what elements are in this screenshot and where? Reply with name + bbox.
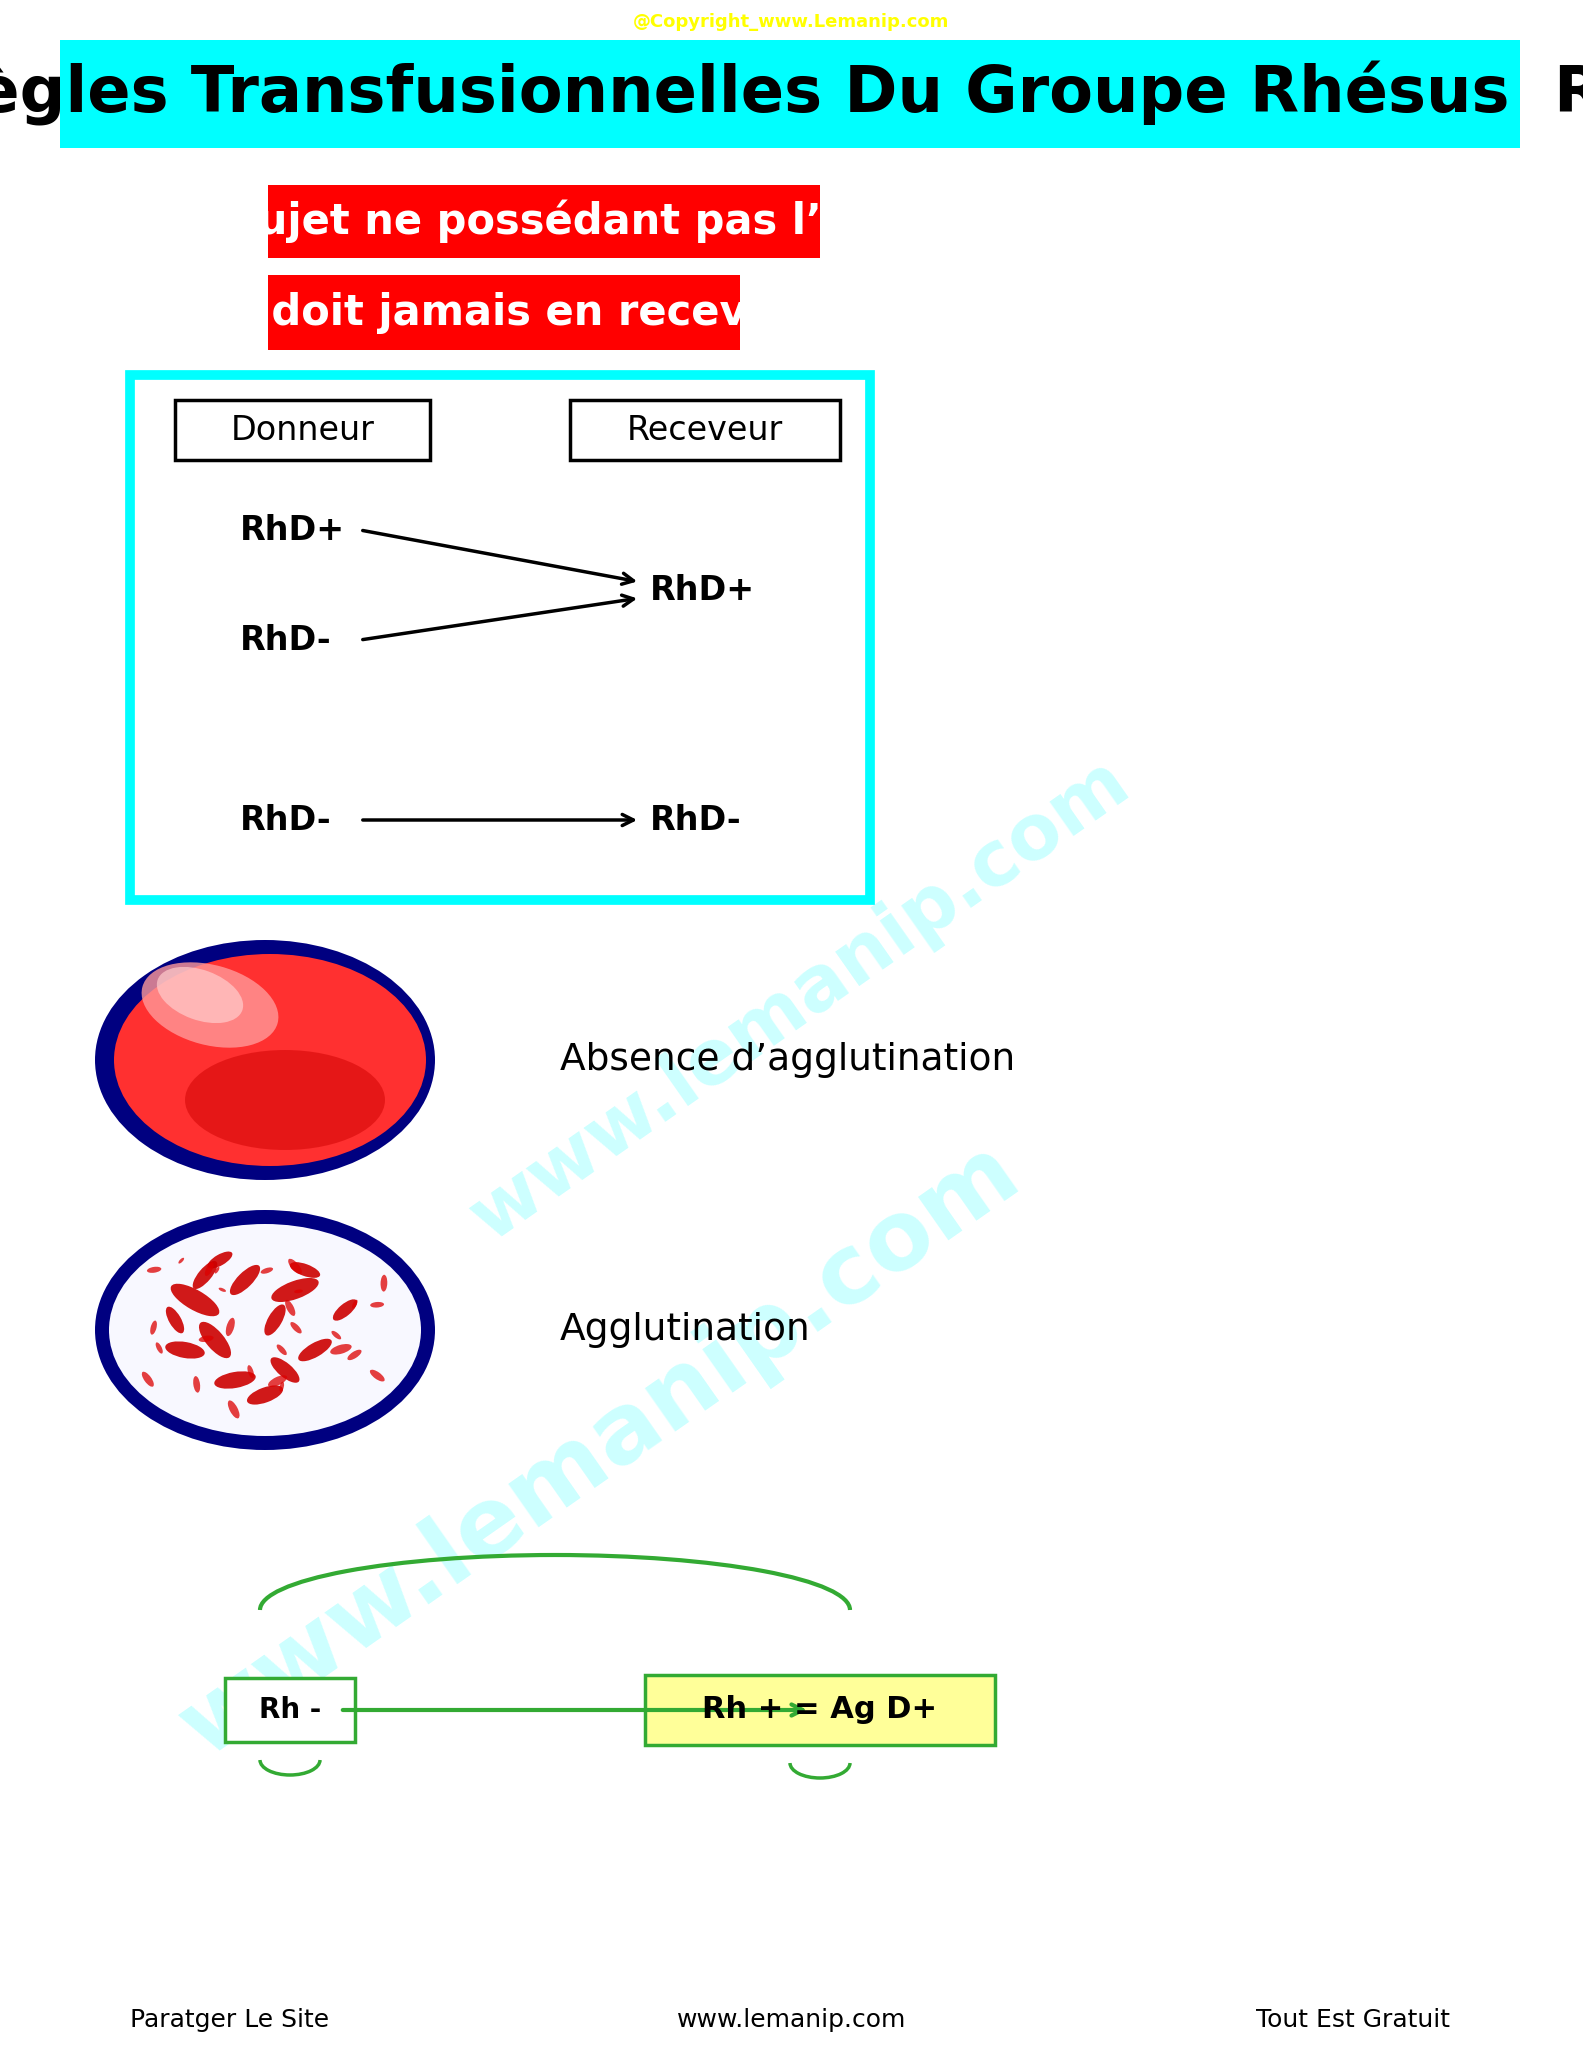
Text: RhD-: RhD- (651, 803, 741, 836)
Ellipse shape (214, 1372, 256, 1389)
Ellipse shape (171, 1284, 220, 1317)
Ellipse shape (165, 1341, 204, 1358)
Text: www.lemanip.com: www.lemanip.com (130, 502, 530, 799)
Ellipse shape (218, 1288, 226, 1292)
Text: Paratger Le Site: Paratger Le Site (130, 2007, 329, 2032)
Ellipse shape (290, 1323, 302, 1333)
Ellipse shape (331, 1331, 342, 1339)
Ellipse shape (347, 1350, 361, 1360)
Ellipse shape (230, 1266, 260, 1294)
Ellipse shape (109, 1225, 421, 1436)
Ellipse shape (207, 1251, 233, 1268)
Text: Un sujet ne possédant pas l’Ag D: Un sujet ne possédant pas l’Ag D (155, 201, 932, 244)
Ellipse shape (261, 1268, 274, 1274)
Text: Rh + = Ag D+: Rh + = Ag D+ (703, 1696, 937, 1724)
FancyBboxPatch shape (570, 399, 841, 461)
Ellipse shape (95, 940, 435, 1180)
Ellipse shape (290, 1262, 320, 1278)
Ellipse shape (264, 1305, 285, 1335)
Ellipse shape (142, 1372, 154, 1386)
Ellipse shape (277, 1343, 287, 1356)
Ellipse shape (114, 954, 426, 1165)
FancyBboxPatch shape (225, 1677, 355, 1743)
Ellipse shape (193, 1376, 199, 1393)
Ellipse shape (147, 1268, 161, 1274)
Text: www.lemanip.com: www.lemanip.com (678, 2007, 905, 2032)
Text: RhD+: RhD+ (651, 573, 755, 606)
Text: RhD-: RhD- (241, 803, 331, 836)
Text: Agglutination: Agglutination (560, 1313, 810, 1348)
Ellipse shape (247, 1366, 253, 1378)
Ellipse shape (279, 1382, 283, 1393)
Ellipse shape (155, 1341, 163, 1354)
Text: @Copyright_www.Lemanip.com: @Copyright_www.Lemanip.com (633, 12, 950, 31)
Ellipse shape (332, 1298, 358, 1321)
Ellipse shape (141, 963, 279, 1049)
Ellipse shape (215, 1268, 220, 1274)
Ellipse shape (271, 1278, 318, 1303)
Ellipse shape (247, 1384, 283, 1405)
Ellipse shape (193, 1262, 217, 1288)
FancyBboxPatch shape (644, 1675, 996, 1745)
Text: Tout Est Gratuit: Tout Est Gratuit (1255, 2007, 1450, 2032)
Ellipse shape (95, 1210, 435, 1450)
Ellipse shape (204, 1262, 214, 1276)
Ellipse shape (268, 1376, 287, 1386)
Text: www.lemanip.com: www.lemanip.com (457, 743, 1143, 1255)
Ellipse shape (294, 1290, 302, 1292)
Ellipse shape (199, 1321, 231, 1358)
FancyBboxPatch shape (130, 375, 871, 899)
Text: Rh -: Rh - (260, 1696, 321, 1724)
Text: RhD+: RhD+ (241, 514, 345, 547)
Text: ne doit jamais en recevoir: ne doit jamais en recevoir (198, 291, 809, 334)
Text: Receveur: Receveur (627, 414, 784, 446)
FancyBboxPatch shape (176, 399, 431, 461)
Ellipse shape (228, 1401, 239, 1419)
Ellipse shape (150, 1321, 157, 1335)
FancyBboxPatch shape (268, 184, 820, 258)
Text: RhD-: RhD- (241, 623, 331, 657)
Ellipse shape (331, 1343, 351, 1354)
FancyBboxPatch shape (60, 41, 1520, 147)
Ellipse shape (298, 1339, 332, 1362)
Ellipse shape (179, 1257, 184, 1264)
Ellipse shape (157, 967, 244, 1024)
Text: Règles Transfusionnelles Du Groupe Rhésus  RH: Règles Transfusionnelles Du Groupe Rhésu… (0, 61, 1583, 127)
Ellipse shape (199, 1335, 214, 1341)
Text: Donneur: Donneur (231, 414, 375, 446)
Ellipse shape (370, 1370, 385, 1382)
Text: Absence d’agglutination: Absence d’agglutination (560, 1042, 1015, 1077)
Ellipse shape (226, 1317, 234, 1335)
Ellipse shape (351, 1300, 358, 1309)
Ellipse shape (288, 1260, 302, 1274)
Ellipse shape (380, 1274, 388, 1292)
Ellipse shape (185, 1051, 385, 1151)
Ellipse shape (370, 1303, 385, 1307)
Ellipse shape (285, 1300, 296, 1317)
Ellipse shape (166, 1307, 184, 1333)
Ellipse shape (271, 1358, 299, 1382)
Text: www.lemanip.com: www.lemanip.com (163, 1124, 1037, 1776)
FancyBboxPatch shape (268, 274, 739, 350)
